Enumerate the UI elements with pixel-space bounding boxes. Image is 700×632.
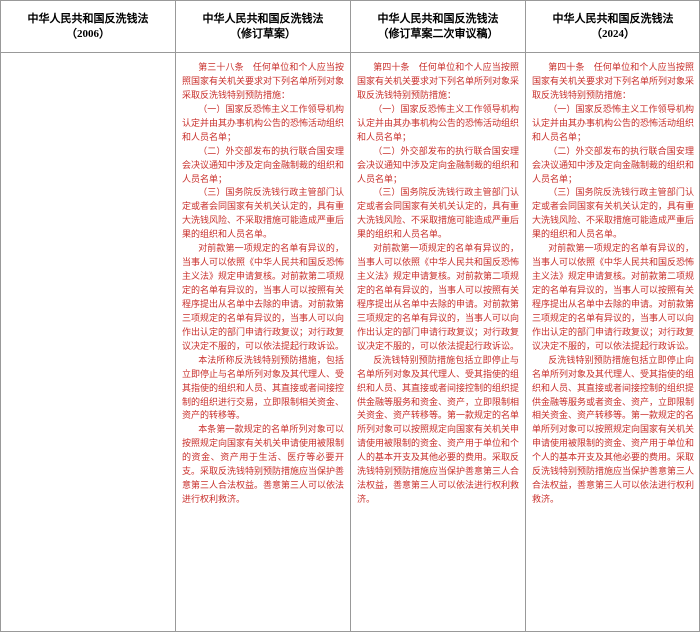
col-body-draft: 第三十八条 任何单位和个人应当按照国家有关机关要求对下列名单所列对象采取反洗钱特… [175,52,350,632]
paragraph: 本条第一款规定的名单所列对象可以按照规定向国家有关机关申请使用被限制的资金、资产… [182,423,344,507]
paragraph: 对前款第一项规定的名单有异议的，当事人可以依照《中华人民共和国反恐怖主义法》规定… [532,242,694,354]
col-header-2006: 中华人民共和国反洗钱法（2006） [0,0,175,52]
paragraph: 第三十八条 任何单位和个人应当按照国家有关机关要求对下列名单所列对象采取反洗钱特… [182,61,344,103]
paragraph: （一）国家反恐怖主义工作领导机构认定并由其办事机构公告的恐怖活动组织和人员名单； [182,103,344,145]
paragraph: 第四十条 任何单位和个人应当按照国家有关机关要求对下列名单所列对象采取反洗钱特别… [357,61,519,103]
paragraph: 反洗钱特别预防措施包括立即停止向名单所列对象及其代理人、受其指使的组织和人员、其… [532,354,694,507]
comparison-table: 中华人民共和国反洗钱法（2006） 中华人民共和国反洗钱法（修订草案） 中华人民… [0,0,700,632]
col-header-draft2: 中华人民共和国反洗钱法（修订草案二次审议稿） [350,0,525,52]
paragraph: 本法所称反洗钱特别预防措施，包括立即停止与名单所列对象及其代理人、受其指使的组织… [182,354,344,424]
col-header-2024: 中华人民共和国反洗钱法（2024） [525,0,700,52]
header-text: 中华人民共和国反洗钱法（2024） [553,12,674,41]
header-text: 中华人民共和国反洗钱法（修订草案二次审议稿） [378,12,499,41]
paragraph: （一）国家反恐怖主义工作领导机构认定并由其办事机构公告的恐怖活动组织和人员名单； [357,103,519,145]
paragraph: （三）国务院反洗钱行政主管部门认定或者会同国家有关机关认定的，具有重大洗钱风险、… [532,186,694,242]
paragraph: （三）国务院反洗钱行政主管部门认定或者会同国家有关机关认定的，具有重大洗钱风险、… [357,186,519,242]
paragraph: （一）国家反恐怖主义工作领导机构认定并由其办事机构公告的恐怖活动组织和人员名单； [532,103,694,145]
paragraph: 反洗钱特别预防措施包括立即停止与名单所列对象及其代理人、受其指使的组织和人员、其… [357,354,519,507]
paragraph: 对前款第一项规定的名单有异议的，当事人可以依照《中华人民共和国反恐怖主义法》规定… [182,242,344,354]
header-text: 中华人民共和国反洗钱法（2006） [28,12,149,41]
col-header-draft: 中华人民共和国反洗钱法（修订草案） [175,0,350,52]
paragraph: （二）外交部发布的执行联合国安理会决议通知中涉及定向金融制裁的组织和人员名单； [182,145,344,187]
col-body-2024: 第四十条 任何单位和个人应当按照国家有关机关要求对下列名单所列对象采取反洗钱特别… [525,52,700,632]
paragraph: （二）外交部发布的执行联合国安理会决议通知中涉及定向金融制裁的组织和人员名单； [357,145,519,187]
paragraph: 第四十条 任何单位和个人应当按照国家有关机关要求对下列名单所列对象采取反洗钱特别… [532,61,694,103]
col-body-2006 [0,52,175,632]
paragraph: （二）外交部发布的执行联合国安理会决议通知中涉及定向金融制裁的组织和人员名单； [532,145,694,187]
paragraph: （三）国务院反洗钱行政主管部门认定或者会同国家有关机关认定的，具有重大洗钱风险、… [182,186,344,242]
paragraph: 对前款第一项规定的名单有异议的，当事人可以依照《中华人民共和国反恐怖主义法》规定… [357,242,519,354]
header-text: 中华人民共和国反洗钱法（修订草案） [203,12,324,41]
col-body-draft2: 第四十条 任何单位和个人应当按照国家有关机关要求对下列名单所列对象采取反洗钱特别… [350,52,525,632]
